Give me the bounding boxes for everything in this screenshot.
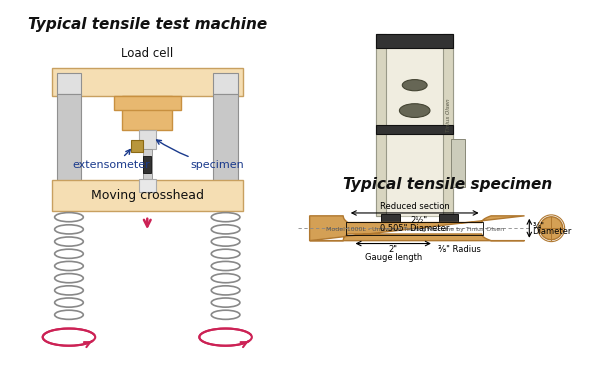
Ellipse shape bbox=[402, 79, 427, 91]
Text: 2½": 2½" bbox=[410, 216, 427, 225]
Text: Typical tensile specimen: Typical tensile specimen bbox=[343, 177, 552, 192]
Bar bbox=[444, 34, 453, 216]
Text: Gauge length: Gauge length bbox=[365, 253, 422, 262]
Bar bbox=[143, 149, 152, 180]
Bar bbox=[213, 94, 238, 206]
Text: Typical tensile test machine: Typical tensile test machine bbox=[27, 17, 267, 32]
Text: Reduced section: Reduced section bbox=[380, 202, 450, 211]
Bar bbox=[451, 139, 465, 187]
Bar bbox=[377, 34, 453, 216]
Text: Load cell: Load cell bbox=[121, 47, 173, 60]
Bar bbox=[57, 94, 81, 206]
Bar bbox=[377, 34, 386, 216]
Bar bbox=[377, 34, 453, 48]
Bar bbox=[131, 140, 143, 152]
Circle shape bbox=[540, 217, 563, 240]
Bar bbox=[346, 222, 484, 235]
Bar bbox=[57, 73, 81, 94]
Text: 0.505" Diameter: 0.505" Diameter bbox=[380, 224, 450, 233]
Text: ¾": ¾" bbox=[532, 221, 544, 230]
Text: Tinius Olsen: Tinius Olsen bbox=[445, 99, 451, 132]
Text: ⅜" Radius: ⅜" Radius bbox=[438, 246, 481, 254]
Bar bbox=[439, 214, 458, 223]
Text: specimen: specimen bbox=[156, 140, 244, 170]
Bar bbox=[139, 178, 156, 192]
Bar bbox=[213, 73, 238, 94]
Bar bbox=[114, 96, 181, 110]
Bar bbox=[52, 68, 243, 96]
Text: Diameter: Diameter bbox=[532, 227, 571, 236]
Text: Moving crosshead: Moving crosshead bbox=[91, 189, 204, 202]
Bar bbox=[122, 96, 172, 130]
Bar bbox=[143, 155, 151, 173]
Text: extensometer: extensometer bbox=[73, 149, 150, 170]
Ellipse shape bbox=[399, 104, 430, 117]
Bar bbox=[52, 180, 243, 211]
Text: Model 1000L - Universal Testing Machine by Tinius Olsen: Model 1000L - Universal Testing Machine … bbox=[325, 227, 504, 232]
Bar bbox=[381, 214, 401, 223]
Bar bbox=[377, 125, 453, 134]
Polygon shape bbox=[310, 216, 525, 241]
Bar bbox=[139, 130, 156, 149]
Text: 2": 2" bbox=[389, 246, 398, 254]
